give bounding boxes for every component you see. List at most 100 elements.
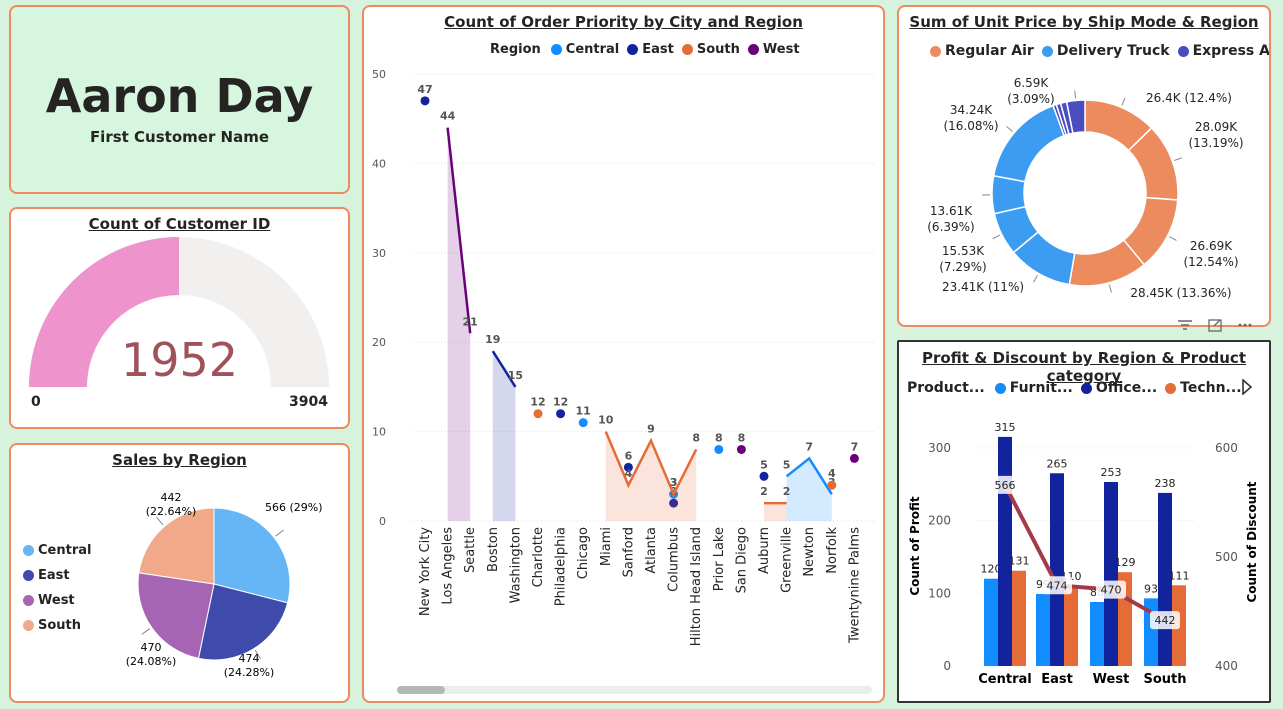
x-tick-label: Boston [486, 527, 501, 572]
y2-tick-label: 400 [1215, 659, 1238, 673]
x-tick-label: Seattle [463, 527, 478, 573]
leader-line [1174, 157, 1182, 161]
data-point [714, 444, 724, 454]
kpi-card[interactable]: Aaron Day First Customer Name [9, 5, 350, 194]
legend-item[interactable]: Regular Air [930, 43, 1034, 59]
legend-item[interactable]: Express Air [1177, 43, 1270, 59]
x-tick-label: Norfolk [825, 527, 840, 574]
horizontal-scrollbar[interactable] [397, 686, 872, 694]
leader-line [275, 529, 284, 537]
gauge-min-label: 0 [31, 394, 41, 410]
slice-label: 23.41K (11%) [942, 280, 1024, 294]
data-label: 4 [828, 467, 836, 480]
legend-item[interactable]: Furnit... [994, 380, 1073, 396]
slice-label: 28.09K (13.19%) [1188, 120, 1243, 150]
series-area [786, 458, 832, 521]
legend-item[interactable]: Techn... [1165, 380, 1242, 396]
legend-item[interactable]: East [627, 42, 674, 57]
kpi-value: Aaron Day [45, 69, 314, 123]
x-tick-label: West [1093, 672, 1130, 687]
profit-card[interactable]: Profit & Discount by Region & Product ca… [897, 340, 1271, 703]
focus-mode-icon[interactable] [1207, 318, 1223, 336]
data-label: 2 [760, 485, 768, 498]
leader-line [992, 234, 1001, 240]
city-chart-card[interactable]: Count of Order Priority by City and Regi… [362, 5, 885, 703]
data-label: 7 [851, 440, 859, 453]
pie-slice [137, 572, 215, 659]
slice-label: 34.24K (16.08%) [943, 103, 998, 133]
data-label: 7 [805, 440, 813, 453]
legend-item[interactable]: Delivery Truck [1041, 43, 1170, 59]
bar [1036, 594, 1050, 666]
legend-item[interactable]: Central [550, 42, 619, 57]
x-tick-label: Greenville [780, 527, 795, 593]
legend-dot [1177, 45, 1189, 57]
legend-label: South [696, 42, 740, 57]
data-point [827, 480, 837, 490]
filter-icon[interactable] [1177, 318, 1193, 336]
leader-line [1074, 90, 1077, 99]
data-label: 6 [625, 449, 633, 462]
data-label: 3 [670, 476, 678, 489]
slice-label: 13.61K (6.39%) [927, 204, 974, 234]
scrollbar-thumb[interactable] [397, 686, 445, 694]
city-chart-plot: 0102030405011385734719151262512104938224… [372, 68, 874, 646]
data-label: 44 [440, 110, 456, 123]
line-label: 474 [1047, 579, 1068, 592]
leader-line [254, 649, 261, 659]
legend-next-arrow-icon[interactable] [1241, 378, 1253, 399]
legend-item[interactable]: South [681, 42, 740, 57]
legend-item[interactable]: West [747, 42, 800, 57]
legend-dot [550, 44, 562, 55]
legend-item[interactable]: West [23, 588, 91, 613]
bar [1050, 473, 1064, 666]
y-tick-label: 30 [372, 247, 386, 260]
legend-title: Region [490, 42, 541, 57]
slice-label: 6.59K (3.09%) [1007, 76, 1054, 106]
x-tick-label: Twentynine Palms [847, 527, 862, 644]
leader-line [1121, 97, 1126, 106]
leader-line [141, 628, 151, 635]
x-tick-label: San Diego [734, 527, 749, 593]
bar-label: 315 [995, 421, 1016, 434]
legend-label: Furnit... [1009, 380, 1073, 396]
legend-label: Delivery Truck [1056, 43, 1170, 59]
x-tick-label: Prior Lake [712, 527, 727, 591]
leader-line [1169, 236, 1177, 241]
leader-line [1006, 125, 1013, 132]
legend-title: Product... [907, 380, 985, 396]
city-chart-title: Count of Order Priority by City and Regi… [444, 13, 803, 31]
legend-item[interactable]: East [23, 563, 91, 588]
line-label: 470 [1101, 584, 1122, 597]
y-axis-title: Count of Profit [908, 496, 922, 596]
y-tick-label: 0 [379, 515, 386, 528]
bar-label: 265 [1047, 457, 1068, 470]
legend-dot [23, 570, 34, 581]
legend-item[interactable]: Central [23, 538, 91, 563]
data-point [578, 418, 588, 428]
sales-region-card[interactable]: Sales by Region Central East West South … [9, 443, 350, 703]
series-area [764, 503, 787, 521]
more-options-icon[interactable] [1237, 318, 1253, 336]
line-label-bg [1150, 611, 1180, 630]
slice-label: 28.45K (13.36%) [1130, 286, 1231, 300]
legend-item[interactable]: Office... [1080, 380, 1157, 396]
x-tick-label: Columbus [667, 527, 682, 592]
legend-label: Express Air [1192, 43, 1270, 59]
ship-mode-card[interactable]: Sum of Unit Price by Ship Mode & Region … [897, 5, 1271, 327]
data-label: 12 [530, 396, 545, 409]
legend-dot [994, 382, 1006, 394]
donut-slice [992, 104, 1066, 183]
legend-item[interactable]: South [23, 613, 91, 638]
legend-dot [1080, 382, 1092, 394]
data-point [669, 498, 679, 508]
x-tick-label: Philadelphia [554, 527, 569, 606]
gauge-card[interactable]: Count of Customer ID 1952 0 3904 [9, 207, 350, 429]
y-tick-label: 10 [372, 426, 386, 439]
bar-label: 131 [1009, 555, 1030, 568]
data-label: 8 [738, 431, 746, 444]
data-label: 5 [760, 458, 768, 471]
bar-label: 253 [1101, 466, 1122, 479]
x-tick-label: Newton [802, 527, 817, 577]
legend-dot [1165, 382, 1177, 394]
